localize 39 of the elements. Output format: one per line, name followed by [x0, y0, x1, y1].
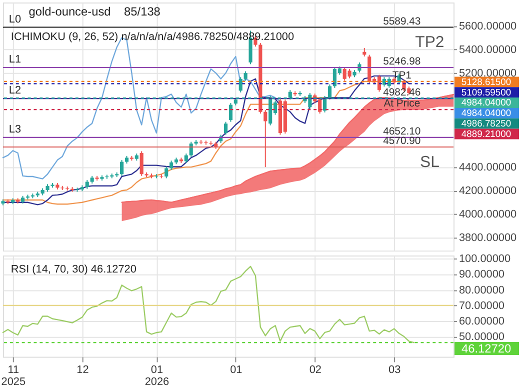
- annotation: 5246.98: [383, 56, 421, 68]
- ref-line-label: L3: [8, 123, 22, 136]
- ref-line-label: 5109.59500: [461, 86, 512, 98]
- annotation: At Price: [384, 98, 420, 110]
- ref-line-label: 4984.04000: [461, 96, 512, 108]
- x-tick-label: 01 2026: [144, 364, 170, 388]
- x-tick-label: 12: [76, 364, 89, 376]
- y-tick-label: 5600.00000: [458, 20, 517, 32]
- ref-line-label: L2: [8, 84, 22, 97]
- x-tick-label: 03: [388, 364, 401, 376]
- y-tick-label: 4400.00000: [458, 162, 517, 174]
- ref-line-label: 46.12720: [461, 341, 512, 356]
- chart-title: gold-ounce-usd: [28, 4, 111, 18]
- y-tick-label: 90.00000: [458, 268, 504, 281]
- ref-line-label: L1: [8, 54, 22, 66]
- y-tick-label: 60.00000: [458, 315, 504, 328]
- y-tick-label: 4000.00000: [458, 208, 517, 221]
- y-tick-label: 70.00000: [458, 300, 504, 312]
- annotation: 5589.43: [383, 16, 421, 28]
- annotation: 4570.90: [383, 136, 421, 148]
- ref-line-label: L0: [8, 13, 22, 26]
- y-tick-label: 5400.00000: [458, 44, 517, 56]
- y-tick-label: 4200.00000: [458, 185, 517, 198]
- chart-subtitle: 85/138: [124, 4, 161, 18]
- y-tick-label: 50.00000: [458, 330, 504, 343]
- x-tick-label: 11 2025: [1, 364, 26, 388]
- annotation: SL: [420, 154, 440, 171]
- x-tick-label: 02: [309, 364, 322, 376]
- annotation: 4652.10: [383, 126, 421, 138]
- annotation: TP2: [415, 34, 444, 52]
- y-tick-label: 100.00000: [458, 253, 511, 266]
- ref-line-label: 4986.78250: [461, 118, 512, 129]
- annotation: RSI (14, 70, 30) 46.12720: [10, 263, 136, 276]
- x-tick-label: 01: [230, 364, 242, 376]
- annotation: 4982.46: [383, 88, 421, 99]
- y-tick-label: 80.00000: [458, 284, 504, 296]
- ref-line-label: 4889.21000: [461, 128, 512, 139]
- ref-line-label: 4984.04000: [461, 107, 512, 118]
- y-tick-label: 3800.00000: [458, 232, 517, 244]
